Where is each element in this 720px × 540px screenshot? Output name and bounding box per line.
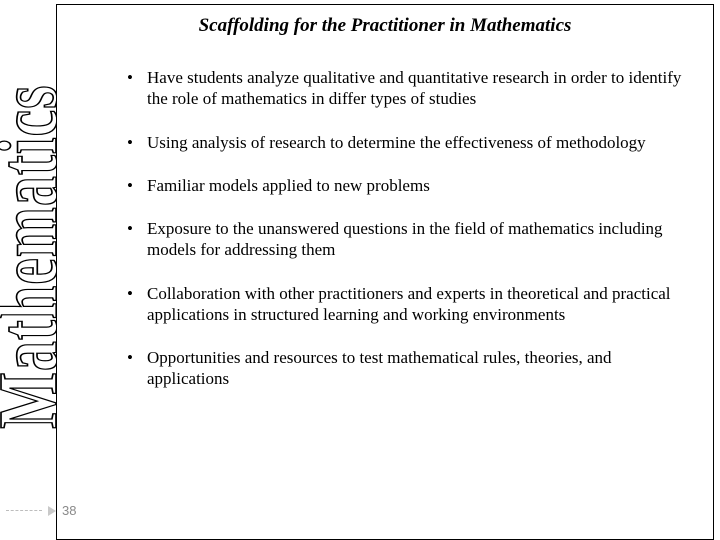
bullet-item: Using analysis of research to determine … — [127, 132, 683, 153]
page-arrow-icon — [48, 506, 56, 516]
bullet-item: Familiar models applied to new problems — [127, 175, 683, 196]
slide-title: Scaffolding for the Practitioner in Math… — [57, 5, 713, 43]
vertical-text: Mathematics — [0, 85, 56, 429]
slide-frame: Scaffolding for the Practitioner in Math… — [56, 4, 714, 540]
vertical-label: Mathematics — [0, 48, 56, 478]
page-divider — [6, 510, 42, 511]
bullet-list: Have students analyze qualitative and qu… — [127, 67, 683, 390]
page-number-area: 38 — [6, 503, 76, 518]
page-number: 38 — [62, 503, 76, 518]
bullet-item: Exposure to the unanswered questions in … — [127, 218, 683, 261]
content-area: Have students analyze qualitative and qu… — [57, 43, 713, 422]
bullet-item: Collaboration with other practitioners a… — [127, 283, 683, 326]
bullet-item: Have students analyze qualitative and qu… — [127, 67, 683, 110]
bullet-item: Opportunities and resources to test math… — [127, 347, 683, 390]
